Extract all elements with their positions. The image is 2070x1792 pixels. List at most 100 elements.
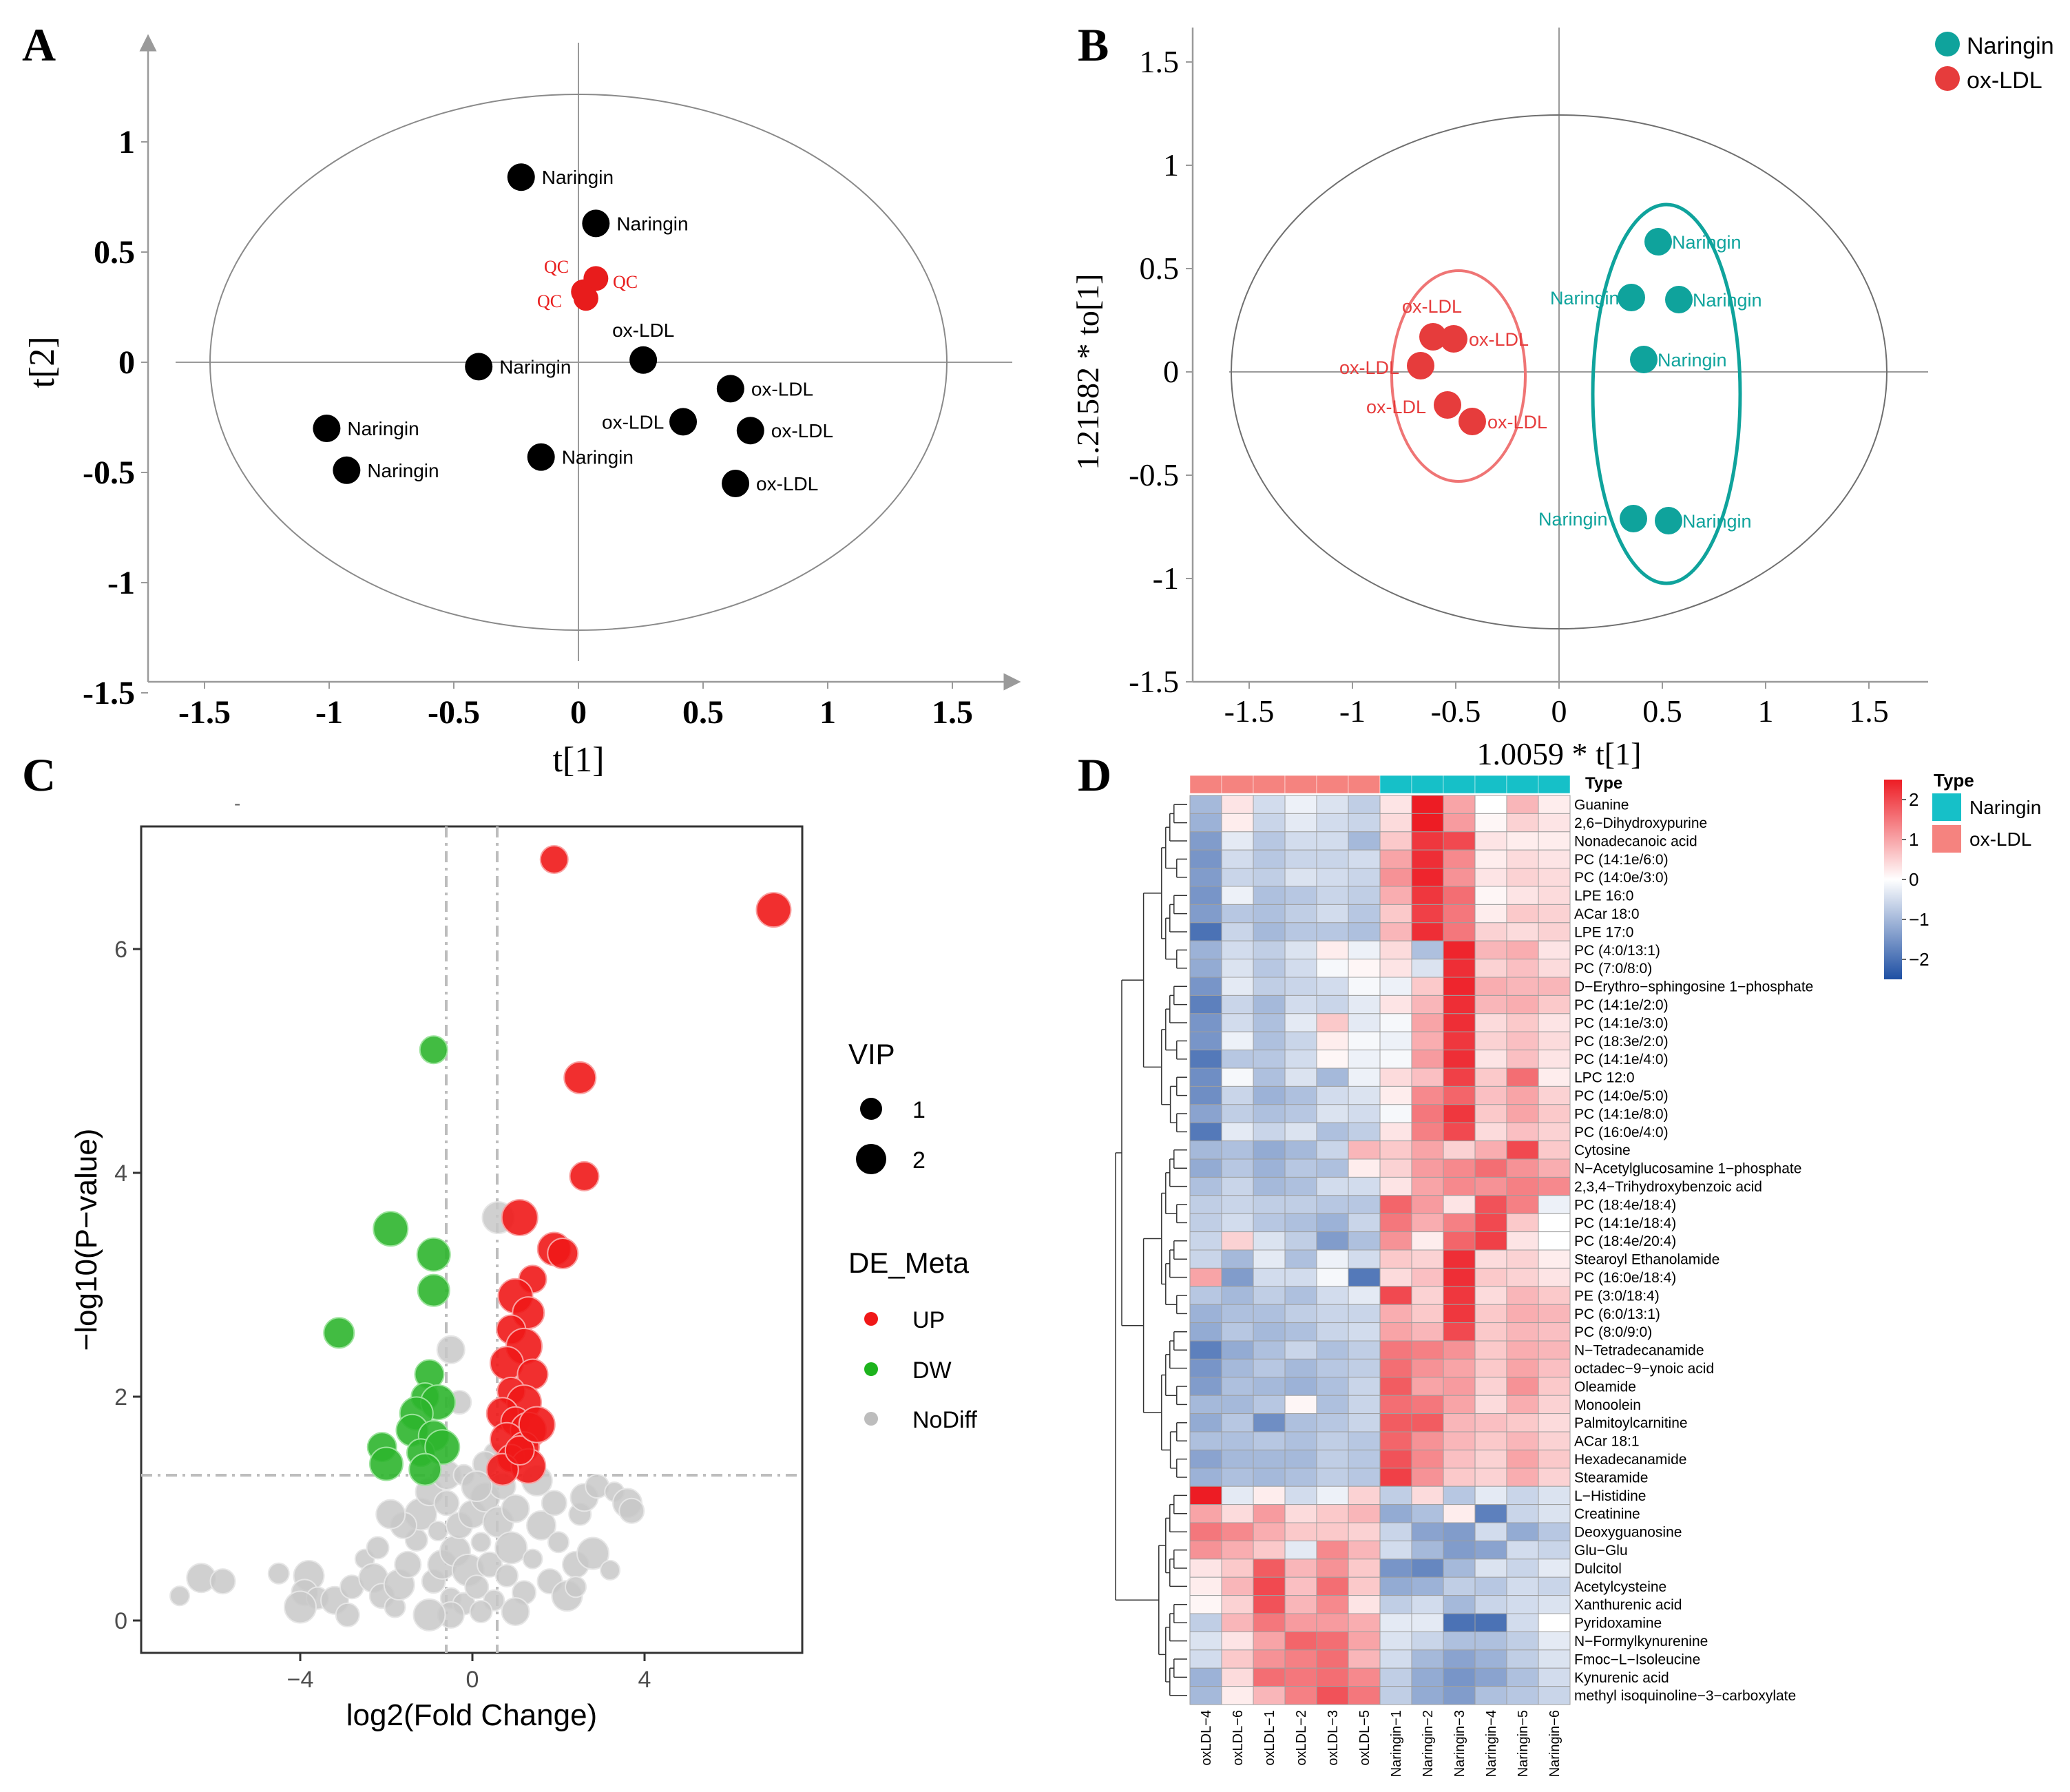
d-heatmap-cell — [1443, 940, 1476, 960]
d-heatmap-cell — [1348, 1340, 1381, 1359]
b-xlabel: 1.0059 * t[1] — [1477, 736, 1642, 771]
b-point-label: Naringin — [1672, 232, 1742, 253]
d-heatmap-cell — [1411, 1413, 1444, 1432]
c-legend-nodiff-marker — [864, 1412, 878, 1426]
c-legend-vip-title: VIP — [848, 1038, 895, 1070]
d-heatmap-cell — [1411, 1067, 1444, 1087]
b-oxldl-point — [1459, 408, 1486, 435]
panel-letter-d: D — [1078, 749, 1111, 801]
d-heatmap-cell — [1506, 994, 1539, 1014]
d-heatmap-cell — [1474, 1449, 1507, 1469]
d-heatmap-cell — [1474, 1486, 1507, 1506]
d-row-label: Cytosine — [1574, 1143, 1631, 1158]
d-heatmap-cell — [1506, 831, 1539, 851]
c-legend-vip2-marker — [856, 1144, 886, 1174]
d-type-label: Type — [1585, 774, 1622, 793]
d-heatmap-cell — [1474, 1649, 1507, 1669]
d-heatmap-cell — [1189, 1195, 1222, 1214]
d-heatmap-cell — [1348, 1486, 1381, 1506]
d-heatmap-cell — [1443, 977, 1476, 996]
d-heatmap-cell — [1443, 1104, 1476, 1123]
b-point-label: ox-LDL — [1339, 357, 1399, 378]
d-heatmap-cell — [1506, 1522, 1539, 1541]
c-nodiff-point — [428, 1521, 448, 1541]
d-heatmap-cell — [1221, 1449, 1254, 1469]
d-heatmap-cell — [1411, 1286, 1444, 1305]
d-heatmap-cell — [1316, 1468, 1349, 1487]
d-heatmap-cell — [1411, 1449, 1444, 1469]
d-heatmap-cell — [1506, 1249, 1539, 1269]
d-heatmap-cell — [1506, 813, 1539, 833]
d-heatmap-cell — [1253, 994, 1286, 1014]
b-oxldl-point — [1419, 323, 1447, 351]
d-heatmap-cell — [1411, 1213, 1444, 1233]
b-hotelling-ellipse — [1231, 114, 1888, 629]
d-heatmap-cell — [1379, 1067, 1412, 1087]
d-heatmap-cell — [1538, 940, 1571, 960]
d-heatmap-cell — [1379, 813, 1412, 833]
volcano-plot: - −4 0 4 0 2 4 6 log2(Fold Change) −log10(P−v… — [70, 793, 977, 1732]
d-heatmap-cell — [1253, 1140, 1286, 1160]
a-qc-label: QC — [613, 272, 638, 292]
d-heatmap-cell — [1253, 868, 1286, 887]
d-heatmap-cell — [1379, 977, 1412, 996]
d-heatmap-cell — [1538, 1358, 1571, 1378]
d-heatmap-cell — [1379, 1104, 1412, 1123]
d-type-bar-cell — [1411, 775, 1444, 794]
c-xlabel: log2(Fold Change) — [346, 1698, 597, 1732]
d-heatmap-cell — [1253, 1340, 1286, 1359]
c-nodiff-point — [267, 1562, 290, 1585]
d-heatmap-cell — [1506, 1504, 1539, 1523]
d-heatmap-cell — [1538, 1176, 1571, 1196]
a-xlabel: t[1] — [552, 740, 604, 780]
d-row-label: PC (16:0e/4:0) — [1574, 1125, 1669, 1140]
c-nodiff-point — [169, 1585, 190, 1607]
d-heatmap-cell — [1253, 1304, 1286, 1324]
d-heatmap-cell — [1474, 1540, 1507, 1560]
pca-score-plot: t[1] t[2] -1.5 -1 -0.5 0 0.5 1 1.5 1 0.5 0 -0.5 -1… — [23, 34, 1021, 780]
d-heatmap-cell — [1348, 1413, 1381, 1432]
d-row-label: LPE 16:0 — [1574, 888, 1633, 904]
c-dw-point — [373, 1211, 409, 1247]
d-heatmap-cell — [1189, 1304, 1222, 1324]
d-heatmap-cell — [1316, 1340, 1349, 1359]
d-heatmap-cell — [1348, 940, 1381, 960]
b-oxldl-point — [1407, 352, 1434, 379]
d-heatmap-cell — [1538, 1067, 1571, 1087]
d-heatmap-cell — [1506, 904, 1539, 924]
d-heatmap-cell — [1538, 1158, 1571, 1178]
d-heatmap-cell — [1189, 1595, 1222, 1614]
d-heatmap-cell — [1316, 1158, 1349, 1178]
d-heatmap-cell — [1474, 1431, 1507, 1450]
d-heatmap-cell — [1189, 1067, 1222, 1087]
d-heatmap-cell — [1379, 904, 1412, 924]
d-row-label: PC (18:4e/20:4) — [1574, 1233, 1676, 1249]
b-xtick-label: -1.5 — [1224, 694, 1275, 729]
d-heatmap-cell — [1506, 1576, 1539, 1596]
d-heatmap-cell — [1443, 1595, 1476, 1614]
c-nodiff-point — [547, 1531, 569, 1554]
d-heatmap-cell — [1284, 904, 1317, 924]
d-row-label: Oleamide — [1574, 1379, 1636, 1395]
d-heatmap-cell — [1506, 922, 1539, 941]
c-legend-vip2-label: 2 — [912, 1147, 926, 1174]
d-heatmap-cell — [1443, 1449, 1476, 1469]
d-heatmap-cell — [1443, 1085, 1476, 1105]
d-row-label: PC (14:1e/8:0) — [1574, 1106, 1669, 1122]
d-heatmap-cell — [1506, 849, 1539, 869]
d-row-label: PC (18:3e/2:0) — [1574, 1034, 1669, 1050]
d-heatmap-cell — [1379, 1050, 1412, 1069]
d-heatmap-cell — [1284, 1395, 1317, 1415]
b-point-label: ox-LDL — [1487, 412, 1547, 433]
d-heatmap-cell — [1474, 1140, 1507, 1160]
d-legend-type-title: Type — [1934, 770, 1974, 791]
d-heatmap-cell — [1284, 1540, 1317, 1560]
a-sample-point — [582, 209, 610, 238]
b-xtick-label: -1 — [1339, 694, 1366, 729]
b-naringin-group-ellipse — [1591, 202, 1742, 585]
d-heatmap-cell — [1443, 1340, 1476, 1359]
d-heatmap-cell — [1379, 1176, 1412, 1196]
d-heatmap-cell — [1411, 994, 1444, 1014]
d-row-label: Pyridoxamine — [1574, 1616, 1662, 1632]
